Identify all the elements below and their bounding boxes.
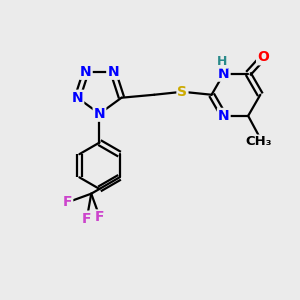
Text: F: F (82, 212, 92, 226)
Text: S: S (178, 85, 188, 99)
Text: F: F (95, 210, 105, 224)
Text: N: N (218, 109, 230, 123)
Text: N: N (72, 91, 83, 105)
Text: N: N (80, 65, 92, 79)
Text: H: H (217, 55, 227, 68)
Text: CH₃: CH₃ (245, 135, 272, 148)
Text: N: N (94, 107, 105, 121)
Text: F: F (63, 195, 72, 209)
Text: O: O (257, 50, 269, 64)
Text: N: N (218, 67, 230, 81)
Text: N: N (107, 65, 119, 79)
